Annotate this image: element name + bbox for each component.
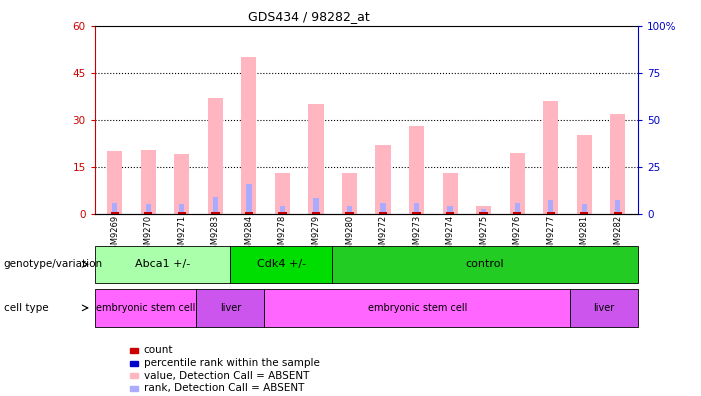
Bar (175, 154, 189, 214)
Bar (231, 246, 332, 283)
Bar (95, 246, 231, 283)
Text: cell type: cell type (4, 303, 48, 313)
Text: embryonic stem cell: embryonic stem cell (96, 303, 196, 313)
Bar (177, 212, 186, 214)
Bar (577, 135, 592, 214)
Bar (312, 212, 320, 214)
Bar (570, 289, 638, 327)
Text: value, Detection Call = ABSENT: value, Detection Call = ABSENT (144, 371, 309, 381)
Bar (347, 206, 352, 214)
Bar (313, 198, 319, 214)
Bar (442, 173, 458, 214)
Bar (342, 173, 357, 214)
Text: percentile rank within the sample: percentile rank within the sample (144, 358, 320, 368)
Bar (409, 126, 424, 214)
Bar (275, 173, 290, 214)
Text: control: control (465, 259, 505, 269)
Bar (613, 212, 622, 214)
Bar (211, 212, 219, 214)
Bar (414, 203, 419, 214)
Bar (112, 203, 117, 214)
Bar (548, 200, 553, 214)
Bar (481, 209, 486, 214)
Bar (412, 212, 421, 214)
Bar (111, 212, 119, 214)
Bar (246, 184, 252, 214)
Text: rank, Detection Call = ABSENT: rank, Detection Call = ABSENT (144, 383, 304, 394)
Bar (543, 101, 558, 214)
Bar (379, 212, 387, 214)
Bar (107, 151, 122, 214)
Bar (278, 212, 287, 214)
Bar (264, 289, 570, 327)
Bar (515, 203, 520, 214)
Bar (510, 153, 525, 214)
Bar (245, 212, 253, 214)
Text: embryonic stem cell: embryonic stem cell (367, 303, 467, 313)
Bar (447, 206, 453, 214)
Bar (381, 203, 386, 214)
Text: GDS434 / 98282_at: GDS434 / 98282_at (247, 10, 369, 23)
Text: liver: liver (220, 303, 241, 313)
Text: Cdk4 +/-: Cdk4 +/- (257, 259, 306, 269)
Bar (95, 289, 196, 327)
Bar (241, 57, 257, 214)
Bar (376, 145, 390, 214)
Bar (479, 212, 488, 214)
Bar (346, 212, 354, 214)
Bar (476, 206, 491, 214)
Bar (611, 114, 625, 214)
Bar (580, 212, 588, 214)
Text: genotype/variation: genotype/variation (4, 259, 102, 269)
Bar (144, 212, 152, 214)
Text: Abca1 +/-: Abca1 +/- (135, 259, 190, 269)
Text: count: count (144, 345, 173, 356)
Bar (141, 150, 156, 214)
Bar (513, 212, 522, 214)
Bar (212, 196, 218, 214)
Bar (615, 200, 620, 214)
Bar (332, 246, 638, 283)
Bar (207, 98, 223, 214)
Bar (308, 104, 324, 214)
Bar (582, 204, 587, 214)
Bar (146, 204, 151, 214)
Bar (547, 212, 555, 214)
Bar (196, 289, 264, 327)
Bar (280, 206, 285, 214)
Bar (446, 212, 454, 214)
Text: liver: liver (593, 303, 615, 313)
Bar (179, 204, 184, 214)
